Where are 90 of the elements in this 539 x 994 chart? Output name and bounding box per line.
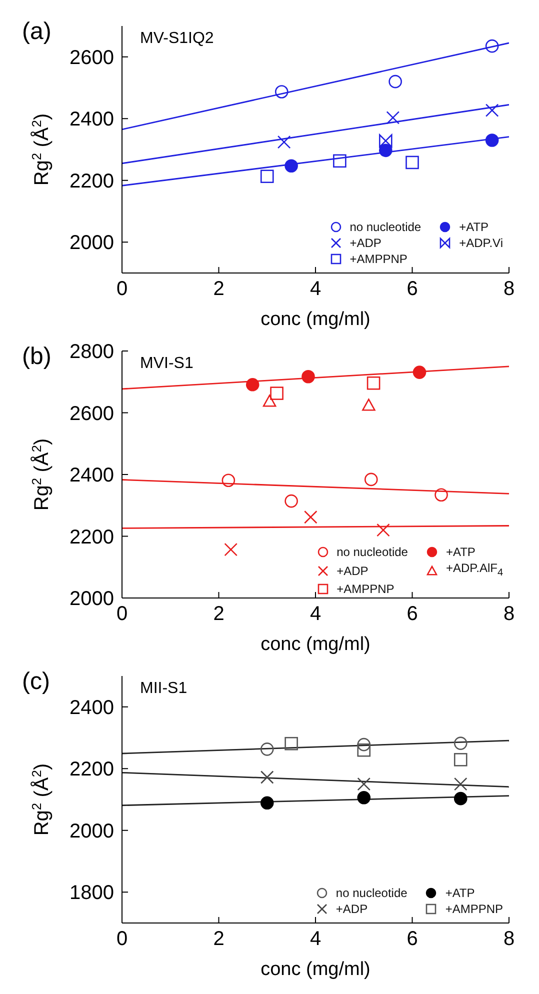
x-tick-label: 0 <box>116 928 128 950</box>
point <box>386 111 400 124</box>
legend-label: +ADP.AlF$_{4}$ <box>446 560 503 580</box>
point <box>224 542 238 556</box>
x-tick-label: 4 <box>310 603 322 626</box>
legend-label: +ATP <box>445 885 475 901</box>
point <box>260 170 274 184</box>
y-tick-label: 2600 <box>70 402 114 425</box>
point <box>246 378 260 392</box>
point <box>454 736 468 750</box>
legend-label: +ATP <box>446 544 476 560</box>
point <box>406 156 419 170</box>
y-tick-label: 2400 <box>70 464 114 487</box>
legend-label: no nucleotide <box>336 885 408 901</box>
legend-label: +ATP <box>459 219 489 235</box>
x-tick-label: 4 <box>310 278 322 300</box>
point <box>222 474 236 488</box>
point <box>260 796 274 810</box>
x-tick-label: 0 <box>116 603 128 626</box>
x-tick-label: 2 <box>213 603 224 626</box>
point <box>284 494 298 508</box>
point <box>284 736 298 750</box>
point <box>366 376 380 390</box>
point <box>485 39 499 53</box>
x-tick-label: 6 <box>406 928 418 950</box>
point <box>485 104 499 117</box>
point <box>274 85 288 98</box>
point <box>454 792 468 806</box>
y-tick-label: 2000 <box>70 232 114 254</box>
x-tick-label: 8 <box>503 928 515 950</box>
legend-label: +ADP <box>336 901 368 917</box>
point <box>454 777 468 791</box>
point <box>376 523 390 537</box>
x-tick-label: 0 <box>116 278 128 300</box>
y-tick-label: 2400 <box>70 108 114 131</box>
y-tick-label: 2200 <box>70 758 114 781</box>
x-tick-label: 6 <box>406 278 418 300</box>
point <box>454 753 468 766</box>
x-axis-title: conc (mg/ml) <box>260 634 370 655</box>
x-tick-label: 4 <box>310 928 322 950</box>
x-tick-label: 8 <box>503 278 515 300</box>
point <box>262 394 276 407</box>
x-axis-title: conc (mg/ml) <box>260 309 370 330</box>
point <box>412 366 426 379</box>
chart-title: (a) <box>22 18 52 45</box>
y-tick-label: 2200 <box>70 526 114 548</box>
point <box>364 472 378 486</box>
legend-label: +AMPPNP <box>350 251 408 267</box>
chart-title: (c) <box>22 668 50 695</box>
y-tick-label: 2600 <box>70 46 114 69</box>
point <box>302 370 315 384</box>
y-tick-label: 2200 <box>70 170 114 192</box>
annotation: MII-S1 <box>140 680 188 697</box>
legend-label: +ADP <box>336 562 368 579</box>
point <box>333 154 346 168</box>
point <box>260 742 274 756</box>
point <box>357 738 371 752</box>
point <box>357 743 371 757</box>
legend-label: +AMPPNP <box>445 901 503 917</box>
point <box>260 770 274 784</box>
x-tick-label: 8 <box>503 603 515 626</box>
x-tick-label: 2 <box>213 928 224 950</box>
y-tick-label: 2400 <box>70 696 114 719</box>
point <box>378 134 392 148</box>
annotation: MVI-S1 <box>140 355 194 372</box>
x-axis-title: conc (mg/ml) <box>260 959 370 980</box>
legend-label: no nucleotide <box>350 219 422 235</box>
point <box>485 134 499 147</box>
point <box>388 74 402 88</box>
legend-label: +ADP.Vi <box>459 235 503 251</box>
x-tick-label: 6 <box>406 603 418 626</box>
y-tick-label: 1800 <box>70 882 114 904</box>
y-tick-label: 2000 <box>70 588 114 610</box>
legend-label: no nucleotide <box>336 544 408 560</box>
y-tick-label: 2000 <box>70 820 114 842</box>
point <box>362 398 376 411</box>
point <box>284 159 298 173</box>
point <box>270 386 284 400</box>
chart-title: (b) <box>22 343 52 370</box>
annotation: MV-S1IQ2 <box>140 30 214 47</box>
y-tick-label: 2800 <box>70 341 114 364</box>
point <box>357 791 371 804</box>
point <box>357 777 371 791</box>
legend-label: +ADP <box>350 235 382 251</box>
point <box>277 135 291 149</box>
point <box>434 488 448 502</box>
x-tick-label: 2 <box>213 278 224 300</box>
legend-label: +AMPPNP <box>336 581 394 598</box>
point <box>378 144 392 158</box>
point <box>304 510 318 524</box>
